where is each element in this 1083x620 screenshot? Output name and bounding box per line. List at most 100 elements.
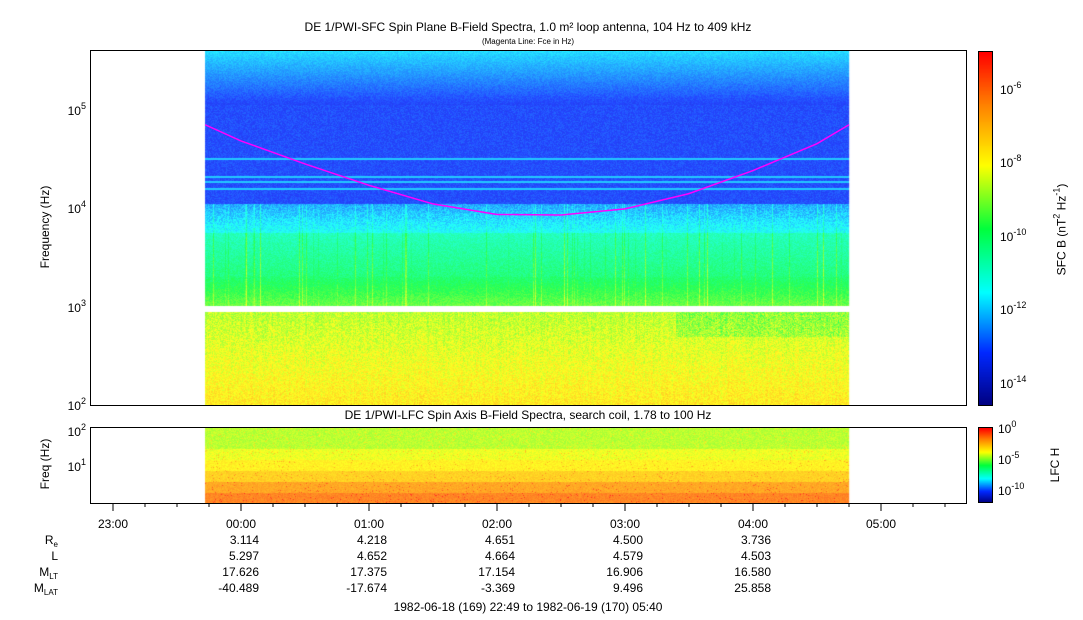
row-label-sub: LAT [43,588,58,597]
ephemeris-value: 4.503 [740,549,771,563]
ephemeris-value: 17.626 [222,565,259,579]
tick-base: 10 [1000,376,1014,391]
ephemeris-value: 3.114 [229,533,259,547]
tick-exp: 5 [80,100,86,111]
ephemeris-value: -3.369 [480,581,515,595]
y-tick-label-top: 104 [68,199,86,216]
ephemeris-value: 4.500 [612,533,643,547]
tick-exp: -10 [1011,480,1025,491]
sfc-colorbar-frame [978,51,993,406]
bottom-ylabel: Freq (Hz) [38,438,52,490]
lfc-colorbar-label: LFC H [1048,447,1062,483]
row-label-sub: LT [49,572,58,581]
ephemeris-value: 4.664 [484,549,515,563]
tick-exp: -12 [1013,300,1027,311]
lfc-colorbar-frame [978,427,993,503]
tick-exp: 1 [80,457,86,467]
tick-base: 10 [1000,303,1014,318]
ephemeris-row-label: MLAT [34,581,58,597]
ephemeris-value: 4.579 [612,549,643,563]
ephemeris-value: 3.736 [740,533,771,547]
row-label-main: M [33,581,44,595]
tick-base: 10 [67,425,81,439]
ephemeris-row-label: Re [45,533,58,549]
cb-label-sup1: 2 [1051,213,1062,219]
lfc-colorbar-tick: 100 [998,419,1016,436]
tick-exp: -6 [1013,79,1022,90]
tick-base: 10 [67,399,81,413]
y-tick-label-bottom: 102 [68,422,86,439]
x-tick-label: 00:00 [225,517,257,531]
fce-line [204,124,850,216]
x-tick-label: 05:00 [865,517,897,531]
tick-exp: 2 [80,396,86,406]
x-tick-label: 03:00 [609,517,641,531]
ephemeris-value: 16.906 [606,565,643,579]
sfc-colorbar-tick: 10-8 [1000,153,1021,170]
ephemeris-value: 25.858 [734,581,771,595]
x-tick-label: 23:00 [97,517,129,531]
ephemeris-value: 4.652 [356,549,387,563]
ephemeris-value: 4.651 [484,533,515,547]
tick-base: 10 [1000,156,1014,171]
lfc-spectrogram [90,427,966,503]
ephemeris-value: 17.375 [350,565,387,579]
tick-base: 10 [1000,229,1014,244]
tick-base: 10 [67,300,81,315]
row-label-sub: e [53,540,58,549]
tick-exp: -5 [1011,449,1020,460]
ephemeris-value: 5.297 [228,549,259,563]
lfc-colorbar [979,428,992,502]
ephemeris-value: 4.218 [356,533,387,547]
y-tick-label-bottom: 101 [68,457,86,474]
y-tick-label-top: 103 [68,298,86,315]
tick-base: 10 [998,483,1012,498]
top-panel-frame [90,50,967,406]
tick-exp: 2 [80,422,86,432]
bottom-title: DE 1/PWI-LFC Spin Axis B-Field Spectra, … [344,408,712,422]
tick-base: 10 [998,422,1012,436]
tick-exp: -10 [1013,226,1027,237]
tick-base: 10 [67,460,81,474]
sfc-colorbar-tick: 10-14 [1000,374,1026,391]
tick-base: 10 [67,103,81,118]
row-label-main: L [51,549,58,563]
tick-exp: 4 [80,199,86,209]
tick-exp: 3 [80,297,86,308]
sfc-colorbar-tick: 10-6 [1000,80,1021,97]
tick-base: 10 [1000,82,1014,97]
ephemeris-row-label: MLT [39,565,58,581]
ephemeris-value: 17.154 [478,565,515,579]
y-tick-label-top: 102 [68,396,86,413]
ephemeris-value: 16.580 [734,565,771,579]
ephemeris-row-label: L [51,549,58,565]
sfc-spectrogram [90,50,966,405]
top-title: DE 1/PWI-SFC Spin Plane B-Field Spectra,… [304,20,752,34]
y-tick-label-top: 105 [68,101,86,118]
lfc-colorbar-tick: 10-10 [998,481,1024,498]
sfc-colorbar-tick: 10-10 [1000,227,1026,244]
ephemeris-value: 9.496 [612,581,643,595]
cb-label-end: ) [1054,183,1069,188]
row-label-main: M [39,565,50,579]
tick-exp: -8 [1013,153,1022,164]
x-tick-label: 01:00 [353,517,385,531]
cb-label-sup2: -1 [1051,187,1062,196]
tick-exp: -14 [1013,373,1027,384]
sfc-colorbar [979,52,992,405]
tick-base: 10 [67,202,81,216]
sfc-colorbar-label: SFC B (nT2 Hz-1) [1052,160,1069,300]
ephemeris-value: -17.674 [346,581,387,595]
time-range: 1982-06-18 (169) 22:49 to 1982-06-19 (17… [393,600,663,614]
top-ylabel: Frequency (Hz) [38,185,52,269]
cb-label-mid: Hz [1054,195,1069,214]
tick-exp: 0 [1011,419,1017,429]
x-tick-label: 04:00 [737,517,769,531]
cb-label-a: SFC B (nT [1054,218,1069,276]
row-label-main: R [44,533,54,547]
lfc-colorbar-tick: 10-5 [998,450,1019,467]
sfc-colorbar-tick: 10-12 [1000,300,1026,317]
ephemeris-value: -40.489 [218,581,259,595]
top-subtitle: (Magenta Line: Fce in Hz) [481,37,575,46]
